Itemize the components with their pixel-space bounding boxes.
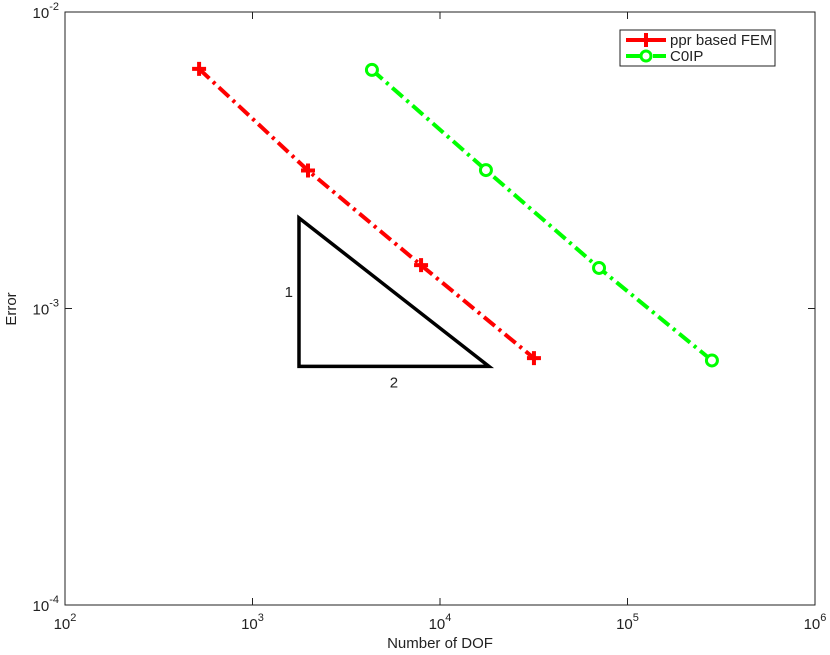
tick-label: 10-2 xyxy=(33,1,59,22)
marker-plus xyxy=(301,163,316,178)
marker-plus xyxy=(414,258,429,273)
marker xyxy=(414,258,429,273)
marker xyxy=(301,163,316,178)
legend-label: ppr based FEM xyxy=(670,32,773,49)
tick-exponent: 4 xyxy=(445,612,451,624)
tick-label: 104 xyxy=(429,612,452,633)
legend-marker xyxy=(639,33,653,47)
slope-label: 1 xyxy=(285,284,293,301)
tick-label: 102 xyxy=(54,612,77,633)
tick-base: 10 xyxy=(804,616,821,633)
tick-base: 10 xyxy=(616,616,633,633)
legend-marker xyxy=(639,49,653,63)
tick-exponent: -3 xyxy=(49,298,59,310)
tick-base: 10 xyxy=(33,598,50,615)
marker xyxy=(526,351,541,366)
slope-label: 2 xyxy=(390,374,398,391)
tick-base: 10 xyxy=(429,616,446,633)
marker-plus xyxy=(192,61,207,76)
tick-exponent: 5 xyxy=(633,612,639,624)
tick-label: 106 xyxy=(804,612,827,633)
tick-label: 105 xyxy=(616,612,639,633)
tick-exponent: -4 xyxy=(49,594,59,606)
slope-triangle xyxy=(297,214,495,369)
legend-label: C0IP xyxy=(670,48,703,65)
series-line xyxy=(370,68,714,363)
tick-base: 10 xyxy=(33,5,50,22)
tick-label: 10-4 xyxy=(33,594,59,615)
marker xyxy=(364,62,379,77)
tick-base: 10 xyxy=(33,302,50,319)
marker xyxy=(192,61,207,76)
tick-exponent: 3 xyxy=(258,612,264,624)
tick-exponent: -2 xyxy=(49,1,59,13)
marker xyxy=(592,260,607,275)
tick-base: 10 xyxy=(54,616,71,633)
tick-label: 10-3 xyxy=(33,298,59,319)
marker xyxy=(478,163,493,178)
tick-exponent: 2 xyxy=(70,612,76,624)
marker-plus xyxy=(526,351,541,366)
tick-label: 103 xyxy=(241,612,264,633)
marker xyxy=(704,353,719,368)
series-line xyxy=(197,67,536,360)
tick-base: 10 xyxy=(241,616,258,633)
tick-exponent: 6 xyxy=(820,612,826,624)
x-axis-label: Number of DOF xyxy=(387,635,493,652)
y-axis-label: Error xyxy=(3,292,20,325)
